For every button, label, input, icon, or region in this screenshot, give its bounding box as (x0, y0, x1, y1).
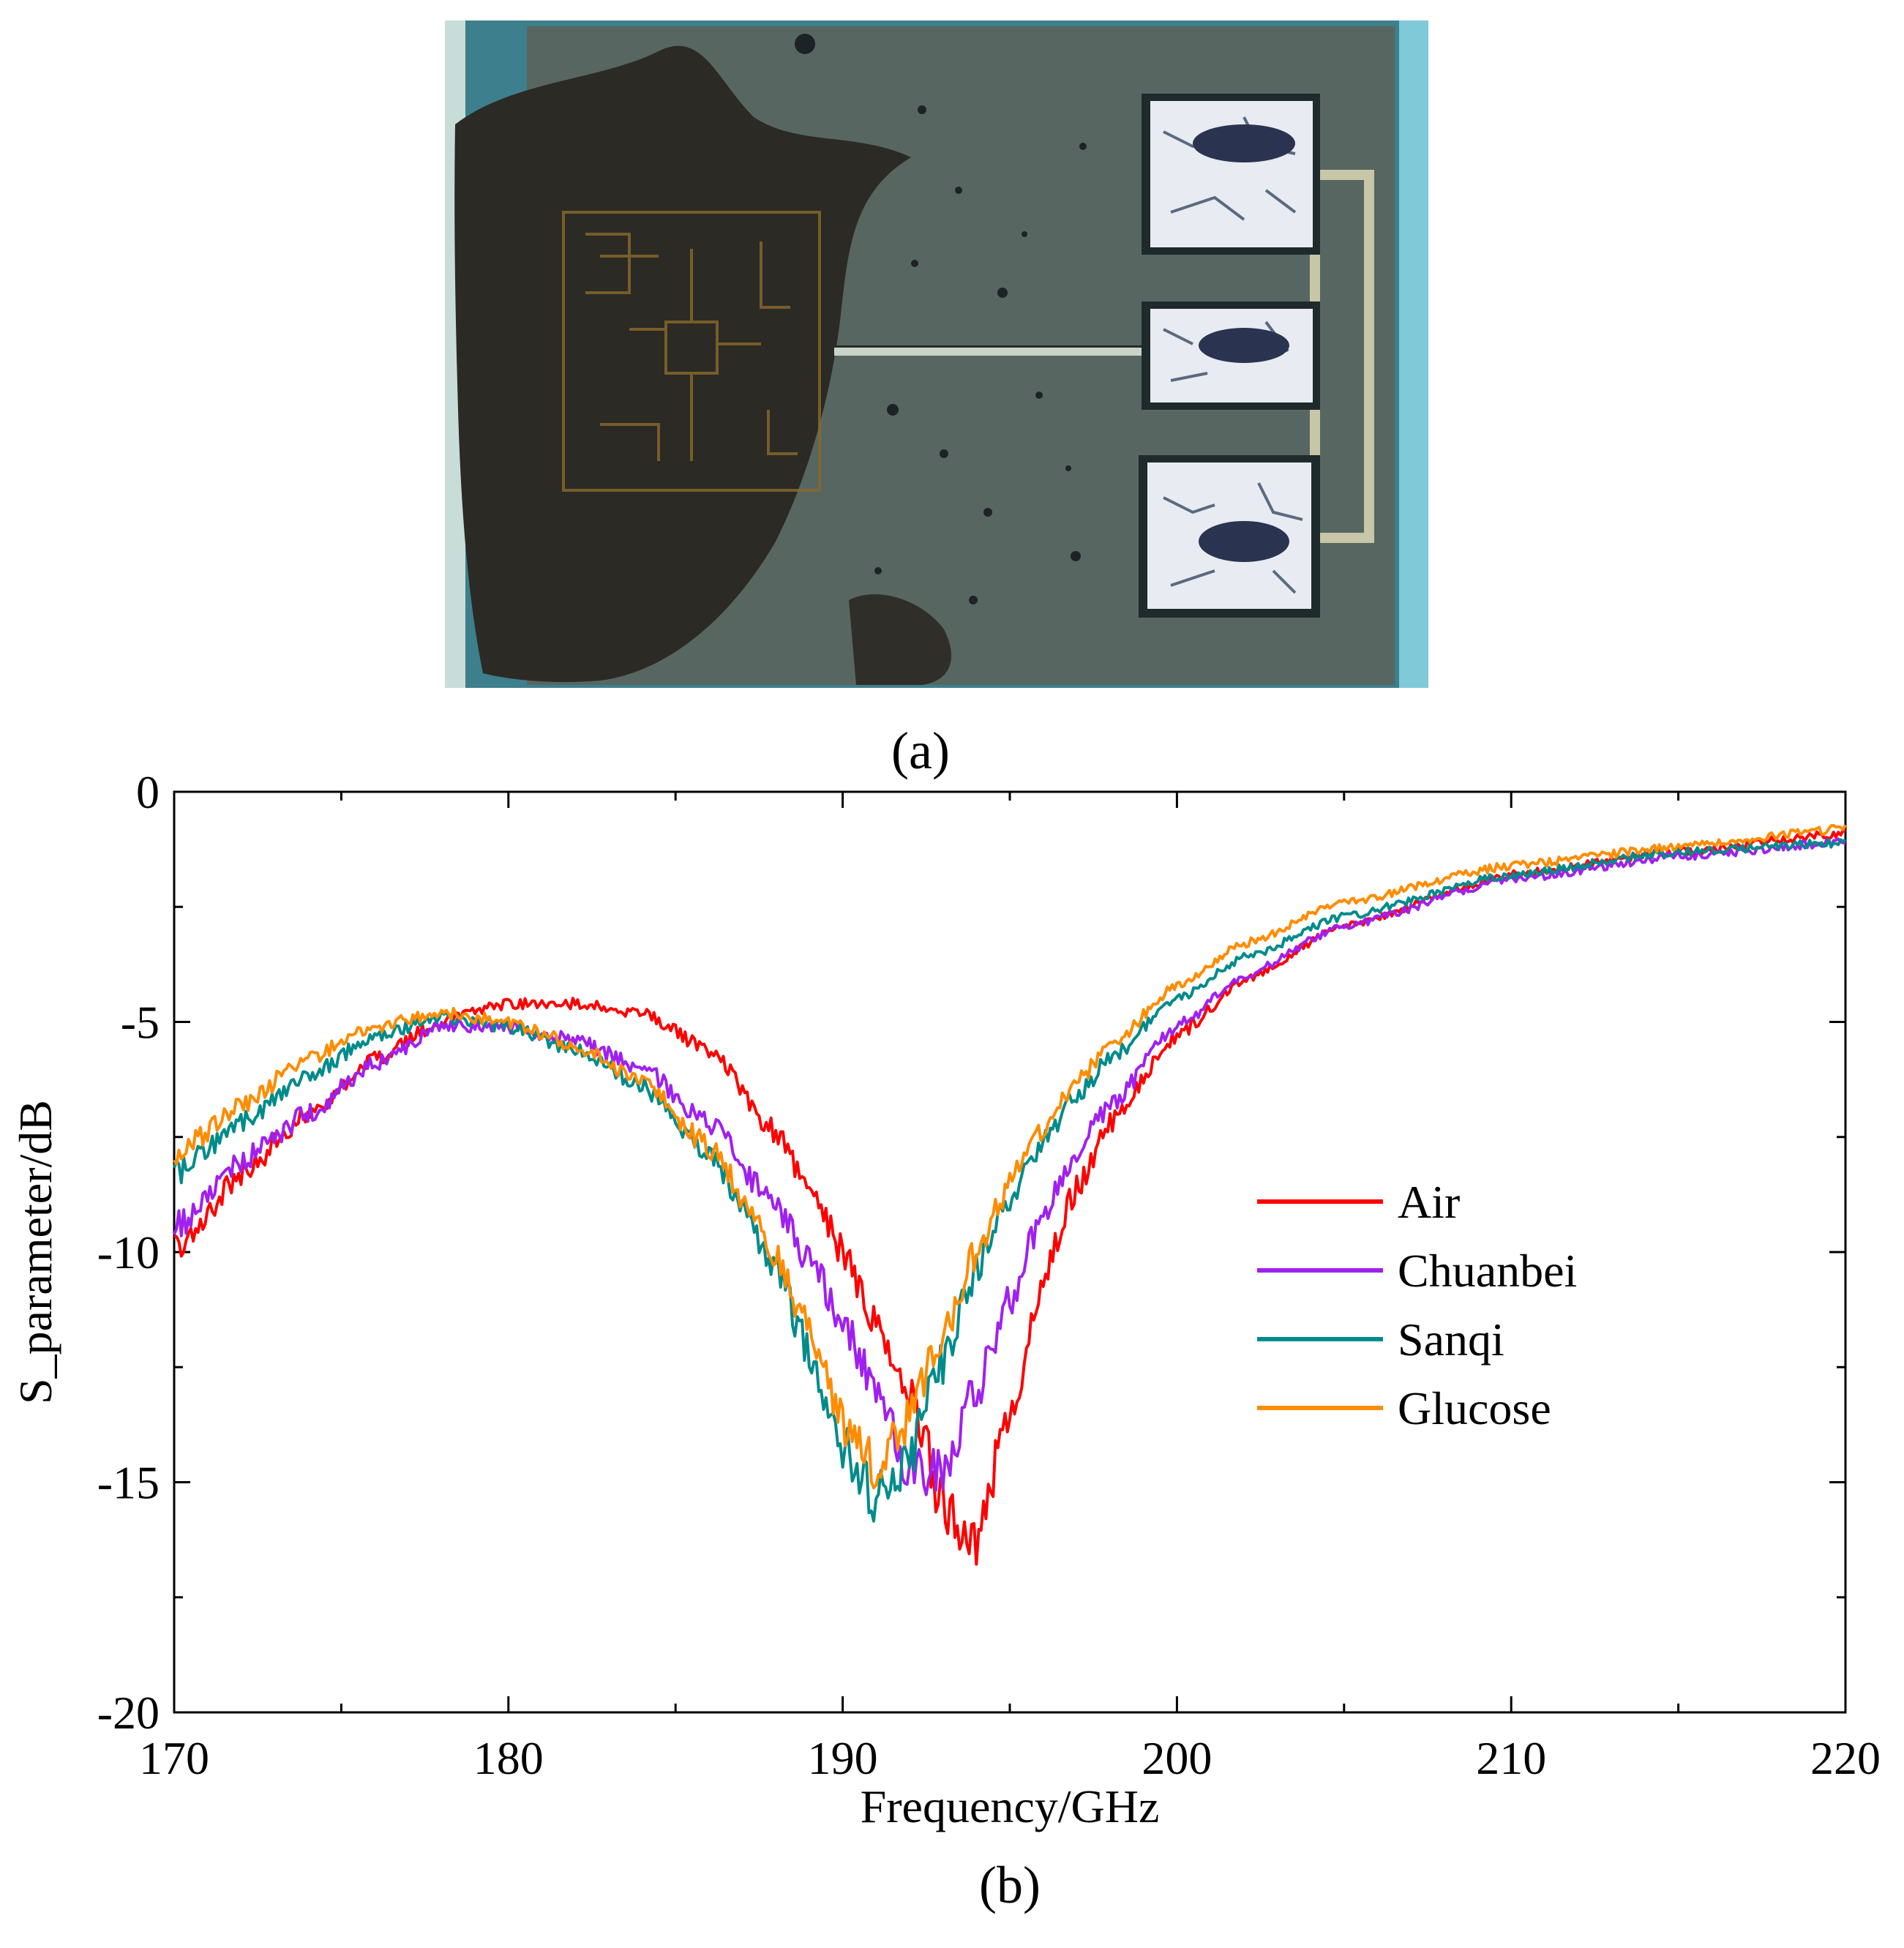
y-tick-label: -5 (121, 997, 160, 1049)
series-line-air (173, 828, 1846, 1566)
panel-b-caption: (b) (979, 1856, 1041, 1914)
legend-label-glucose: Glucose (1398, 1382, 1551, 1434)
legend-label-sanqi: Sanqi (1398, 1314, 1504, 1366)
x-axis-label: Frequency/GHz (861, 1780, 1160, 1832)
legend-label-chuanbei: Chuanbei (1398, 1245, 1577, 1297)
x-tick-label: 170 (139, 1732, 209, 1784)
y-tick-label: -20 (97, 1687, 160, 1739)
x-tick-label: 180 (473, 1732, 544, 1784)
legend-label-air: Air (1398, 1176, 1460, 1228)
x-tick-label: 210 (1476, 1732, 1546, 1784)
legend: Air Chuanbei Sanqi Glucose (1257, 1176, 1577, 1434)
probe-pad (1139, 455, 1320, 618)
x-tick-label: 190 (808, 1732, 878, 1784)
axis-ticks: 170 180 190 200 210 220 0 -5 -10 -15 -20 (97, 766, 1881, 1784)
sample-droplet (454, 45, 911, 682)
y-tick-label: -15 (97, 1457, 160, 1509)
series-line-chuanbei (173, 837, 1846, 1496)
probe-pad (1142, 301, 1320, 410)
y-tick-label: -10 (97, 1226, 160, 1278)
plot-frame (173, 790, 1847, 1714)
x-tick-label: 220 (1810, 1732, 1881, 1784)
chip-photo (445, 20, 1428, 688)
series-line-sanqi (173, 838, 1847, 1523)
series-layer (173, 824, 1847, 1566)
y-axis-label: S_parameter/dB (10, 1100, 61, 1404)
series-line-glucose (173, 824, 1847, 1490)
probe-pad (1142, 94, 1320, 255)
x-tick-label: 200 (1142, 1732, 1212, 1784)
s-parameter-chart: 170 180 190 200 210 220 0 -5 -10 -15 -20 Air Chuanb… (10, 766, 1881, 1832)
panel-a-caption: (a) (891, 722, 950, 780)
y-tick-label: 0 (136, 766, 160, 818)
